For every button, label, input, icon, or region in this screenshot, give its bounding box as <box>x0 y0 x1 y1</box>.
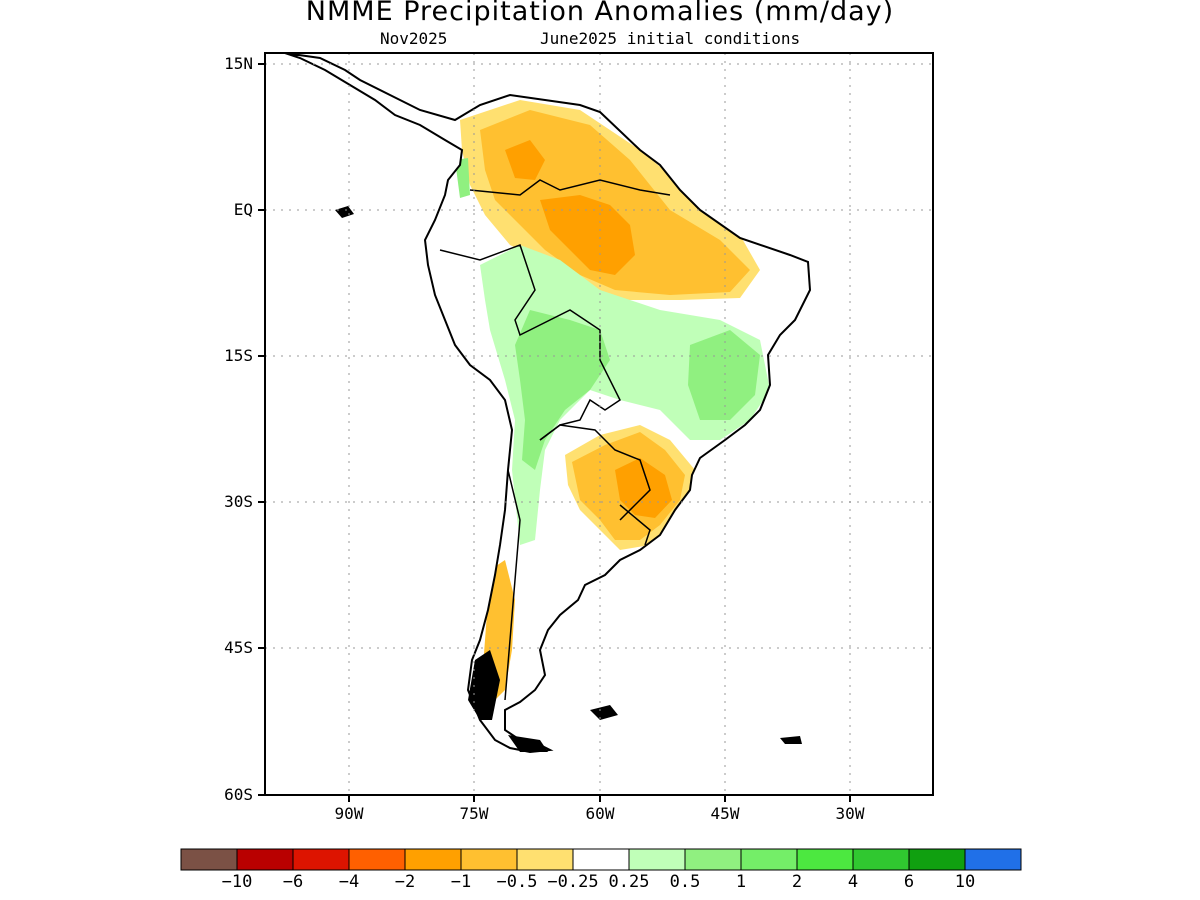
colorbar-swatch <box>964 848 1022 871</box>
chart-title: NMME Precipitation Anomalies (mm/day) <box>305 0 895 27</box>
colorbar-swatch <box>852 848 910 871</box>
colorbar-swatch <box>404 848 462 871</box>
anomaly-region-central-mid <box>515 310 610 470</box>
colorbar-swatch <box>684 848 742 871</box>
colorbar-label: −4 <box>338 872 360 892</box>
anomaly-region-andes-green <box>455 158 470 198</box>
anomaly-shading <box>455 100 770 700</box>
colorbar-label: 1 <box>735 872 747 892</box>
anomaly-region-north-dark <box>540 195 635 275</box>
initial-conditions: June2025 initial conditions <box>540 29 801 48</box>
lat-label-45s: 45S <box>224 638 253 657</box>
colorbar <box>180 848 1022 871</box>
colorbar-swatch <box>572 848 630 871</box>
colorbar-label: −0.5 <box>496 872 538 892</box>
colorbar-label: 6 <box>903 872 915 892</box>
colorbar-label: −2 <box>394 872 416 892</box>
colorbar-swatch <box>348 848 406 871</box>
anomaly-region-north-dark-2 <box>505 140 545 180</box>
colorbar-swatch <box>796 848 854 871</box>
lat-label-eq: EQ <box>233 200 253 219</box>
axis-ticks <box>258 63 851 802</box>
lon-label-75w: 75W <box>459 804 489 823</box>
colorbar-label: 0.25 <box>608 872 650 892</box>
colorbar-swatch <box>628 848 686 871</box>
lat-label-30s: 30S <box>224 492 253 511</box>
colorbar-label: −1 <box>450 872 472 892</box>
lat-label-60s: 60S <box>224 785 253 804</box>
colorbar-label: 4 <box>847 872 859 892</box>
lon-label-30w: 30W <box>835 804 865 823</box>
colorbar-label: −6 <box>282 872 304 892</box>
lat-label-15s: 15S <box>224 346 253 365</box>
colorbar-swatch <box>180 848 238 871</box>
colorbar-swatch <box>908 848 966 871</box>
colorbar-label: 0.5 <box>669 872 701 892</box>
colorbar-swatch <box>740 848 798 871</box>
colorbar-label: 10 <box>954 872 976 892</box>
colorbar-label: 2 <box>791 872 803 892</box>
anomaly-region-north-mid <box>480 110 750 295</box>
lat-label-15n: 15N <box>224 54 253 73</box>
islands <box>335 206 802 752</box>
coastline <box>284 53 812 754</box>
colorbar-label: −0.25 <box>547 872 599 892</box>
colorbar-swatch <box>460 848 518 871</box>
colorbar-label: −10 <box>221 872 253 892</box>
colorbar-swatch <box>292 848 350 871</box>
anomaly-region-east-green <box>688 330 760 420</box>
lon-label-90w: 90W <box>334 804 364 823</box>
lon-label-45w: 45W <box>710 804 740 823</box>
anomaly-region-south-dark <box>615 458 672 518</box>
forecast-month: Nov2025 <box>380 29 448 48</box>
colorbar-swatch <box>236 848 294 871</box>
lon-label-60w: 60W <box>585 804 615 823</box>
colorbar-swatch <box>516 848 574 871</box>
